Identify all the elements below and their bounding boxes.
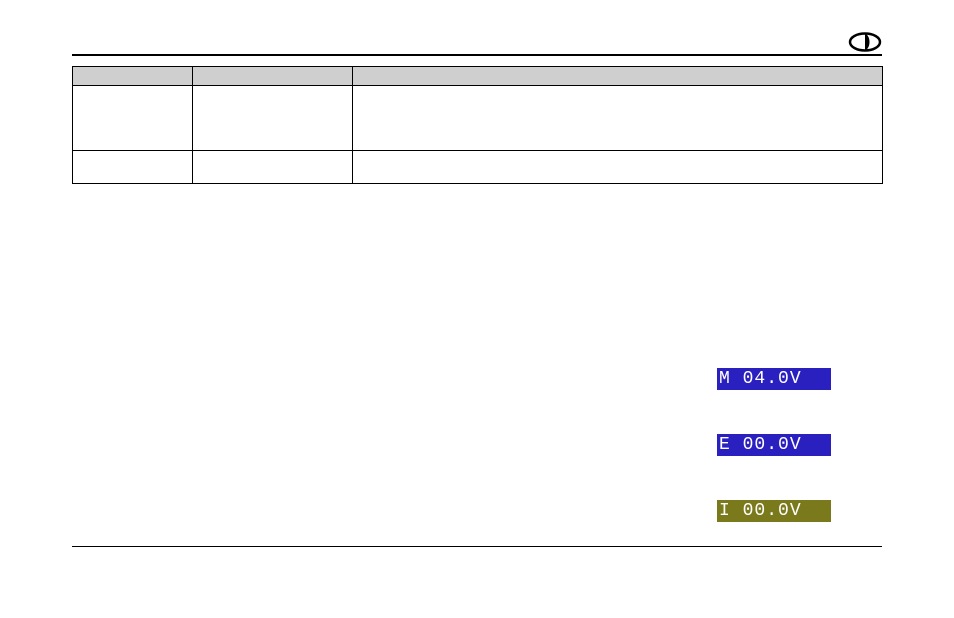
readout-value: 00.0V [743, 435, 802, 455]
content-area [72, 32, 882, 184]
table-col-header [353, 67, 883, 86]
page: M 04.0V E 00.0V I 00.0V [0, 0, 954, 618]
table-row [73, 151, 883, 184]
readout-label: E [719, 435, 731, 455]
readout-line-i: I 00.0V [717, 500, 831, 522]
table-col-header [73, 67, 193, 86]
table-header-row [73, 67, 883, 86]
brand-logo-icon [848, 32, 882, 52]
data-table [72, 66, 883, 184]
voltage-readout: M 04.0V E 00.0V I 00.0V [717, 324, 831, 566]
table-cell [193, 86, 353, 151]
readout-label: M [719, 369, 731, 389]
table-cell [193, 151, 353, 184]
page-header [72, 32, 882, 58]
header-rule [72, 54, 882, 56]
readout-line-m: M 04.0V [717, 368, 831, 390]
readout-line-e: E 00.0V [717, 434, 831, 456]
table-cell [353, 151, 883, 184]
readout-value: 04.0V [743, 369, 802, 389]
footer-rule [72, 546, 882, 547]
table-cell [73, 151, 193, 184]
table-cell [353, 86, 883, 151]
table-row [73, 86, 883, 151]
table-col-header [193, 67, 353, 86]
readout-label: I [719, 501, 731, 521]
table-cell [73, 86, 193, 151]
readout-value: 00.0V [743, 501, 802, 521]
